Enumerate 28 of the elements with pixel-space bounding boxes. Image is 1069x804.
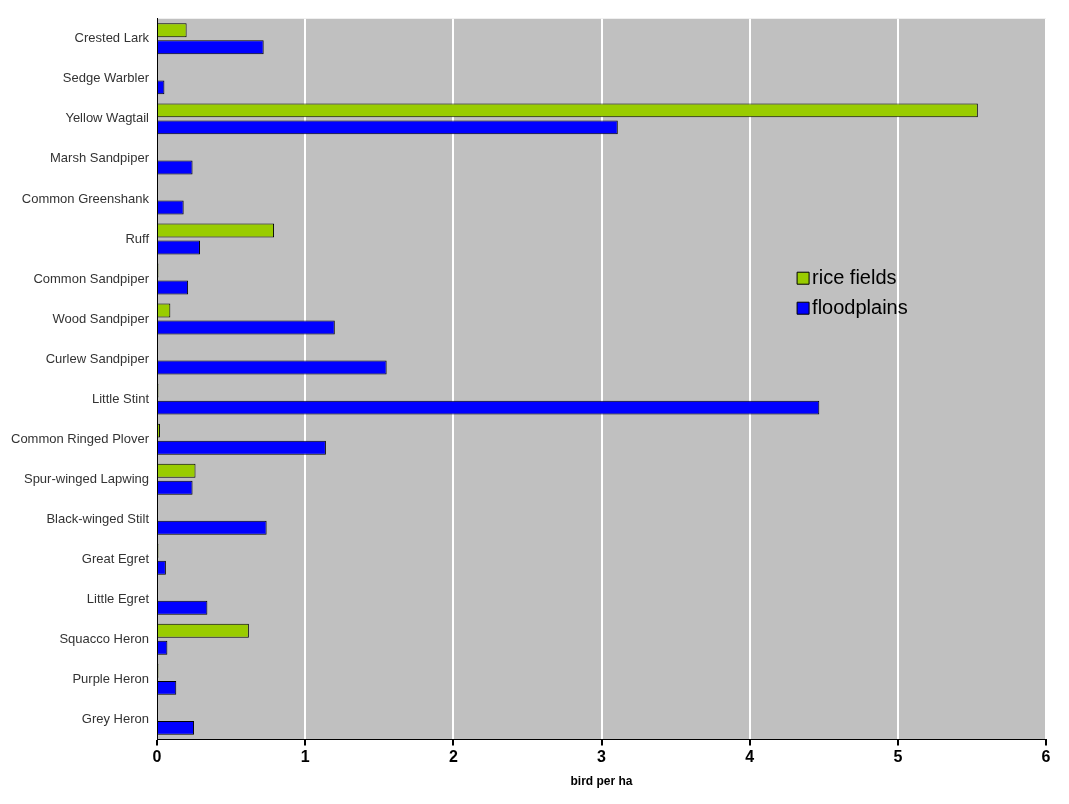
x-tick-label: 2: [448, 748, 458, 766]
x-tick-label: 6: [1041, 748, 1051, 766]
x-tick-label: 1: [300, 748, 310, 766]
x-tick-label: 5: [893, 748, 903, 766]
x-tick-label: 4: [745, 748, 755, 766]
y-tick-label: Sedge Warbler: [62, 70, 150, 86]
y-tick-label: Black-winged Stilt: [46, 510, 150, 526]
y-tick-label: Purple Heron: [72, 670, 149, 686]
x-tick-label: 3: [597, 748, 607, 766]
legend-label: floodplains: [812, 295, 908, 318]
x-axis-title: bird per ha: [570, 774, 633, 789]
y-tick-label: Little Egret: [86, 590, 150, 606]
y-tick-label: Grey Heron: [81, 710, 149, 726]
y-tick-label: Common Sandpiper: [33, 270, 150, 286]
y-tick-label: Common Greenshank: [21, 190, 150, 206]
y-tick-label: Crested Lark: [74, 30, 150, 46]
y-tick-label: Yellow Wagtail: [65, 110, 150, 126]
y-tick-label: Spur-winged Lapwing: [23, 470, 149, 486]
y-tick-label: Great Egret: [81, 550, 150, 566]
y-tick-label: Common Ringed Plover: [10, 430, 150, 446]
y-tick-label: Curlew Sandpiper: [45, 350, 150, 366]
y-tick-label: Squacco Heron: [59, 630, 149, 646]
legend-label: rice fields: [812, 265, 897, 288]
y-tick-label: Ruff: [125, 230, 150, 246]
y-tick-label: Marsh Sandpiper: [50, 150, 150, 166]
x-tick-label: 0: [152, 748, 162, 766]
y-tick-label: Wood Sandpiper: [52, 310, 150, 326]
y-tick-label: Little Stint: [91, 390, 150, 406]
